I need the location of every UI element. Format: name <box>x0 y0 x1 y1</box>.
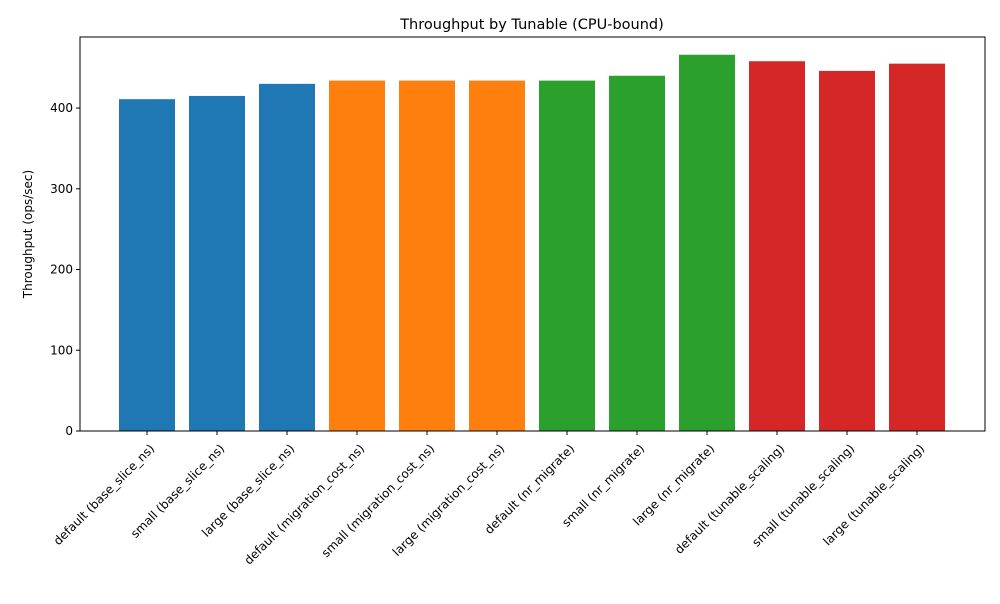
y-tick-label: 300 <box>50 182 73 196</box>
bar <box>119 99 175 431</box>
chart-title: Throughput by Tunable (CPU-bound) <box>399 17 664 33</box>
bar <box>189 95 245 431</box>
bar <box>259 83 315 431</box>
bar <box>399 80 455 431</box>
y-axis-label: Throughput (ops/sec) <box>21 170 35 299</box>
plot-frame <box>79 36 986 432</box>
y-tick-label: 400 <box>50 101 73 115</box>
bar <box>819 70 875 431</box>
bar <box>469 80 525 431</box>
bars-group <box>119 54 945 432</box>
bar <box>889 63 945 432</box>
bar <box>329 80 385 431</box>
y-tick-label: 200 <box>50 263 73 277</box>
x-tick-label: large (migration_cost_ns) <box>390 441 508 559</box>
y-ticks-group: 0 100 200 300 400 <box>50 101 80 438</box>
y-tick-label: 0 <box>65 424 73 438</box>
bar <box>749 61 805 431</box>
x-tick-label: small (migration_cost_ns) <box>319 441 438 560</box>
bar <box>539 80 595 431</box>
y-tick-label: 100 <box>50 343 73 357</box>
x-ticks-group: default (base_slice_ns)small (base_slice… <box>51 431 927 567</box>
x-tick-label: default (migration_cost_ns) <box>241 441 367 567</box>
bar <box>679 54 735 431</box>
bar <box>609 75 665 432</box>
